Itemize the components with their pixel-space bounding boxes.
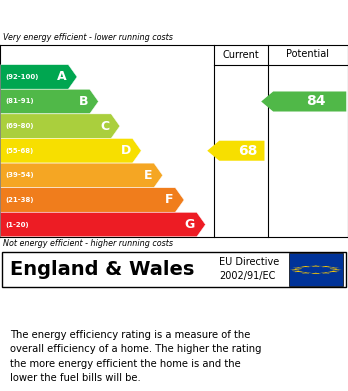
Polygon shape [292, 271, 304, 272]
Text: Very energy efficient - lower running costs: Very energy efficient - lower running co… [3, 32, 173, 41]
Text: The energy efficiency rating is a measure of the
overall efficiency of a home. T: The energy efficiency rating is a measur… [10, 330, 262, 383]
Polygon shape [330, 269, 342, 270]
Bar [289, 253, 343, 286]
Polygon shape [1, 163, 163, 188]
Text: E: E [144, 169, 152, 182]
Polygon shape [1, 65, 77, 89]
Polygon shape [310, 265, 322, 267]
Polygon shape [1, 114, 120, 138]
Text: B: B [79, 95, 88, 108]
Text: 68: 68 [238, 144, 258, 158]
Text: C: C [100, 120, 109, 133]
Text: (81-91): (81-91) [5, 99, 34, 104]
Text: G: G [185, 218, 195, 231]
Polygon shape [320, 266, 332, 267]
Text: F: F [165, 194, 174, 206]
Text: D: D [120, 144, 131, 157]
Text: England & Wales: England & Wales [10, 260, 195, 278]
Polygon shape [207, 141, 264, 161]
Polygon shape [1, 188, 184, 212]
Polygon shape [327, 267, 339, 269]
Text: A: A [57, 70, 66, 83]
Polygon shape [1, 89, 98, 114]
Polygon shape [1, 212, 205, 237]
Text: Not energy efficient - higher running costs: Not energy efficient - higher running co… [3, 239, 174, 248]
Polygon shape [300, 272, 312, 273]
Polygon shape [300, 266, 312, 267]
Text: 84: 84 [306, 95, 325, 108]
Polygon shape [320, 272, 332, 273]
Polygon shape [327, 271, 339, 272]
Text: Current: Current [223, 50, 259, 60]
Polygon shape [292, 267, 304, 269]
Polygon shape [310, 273, 322, 274]
Text: (1-20): (1-20) [5, 222, 29, 228]
Text: (21-38): (21-38) [5, 197, 34, 203]
Text: (55-68): (55-68) [5, 148, 33, 154]
Text: Potential: Potential [286, 48, 330, 59]
Text: (92-100): (92-100) [5, 74, 39, 80]
Text: EU Directive
2002/91/EC: EU Directive 2002/91/EC [219, 257, 279, 281]
Text: (69-80): (69-80) [5, 123, 34, 129]
Text: (39-54): (39-54) [5, 172, 34, 178]
Text: Energy Efficiency Rating: Energy Efficiency Rating [10, 7, 232, 22]
Polygon shape [1, 138, 141, 163]
Polygon shape [261, 91, 346, 111]
Polygon shape [290, 269, 302, 270]
